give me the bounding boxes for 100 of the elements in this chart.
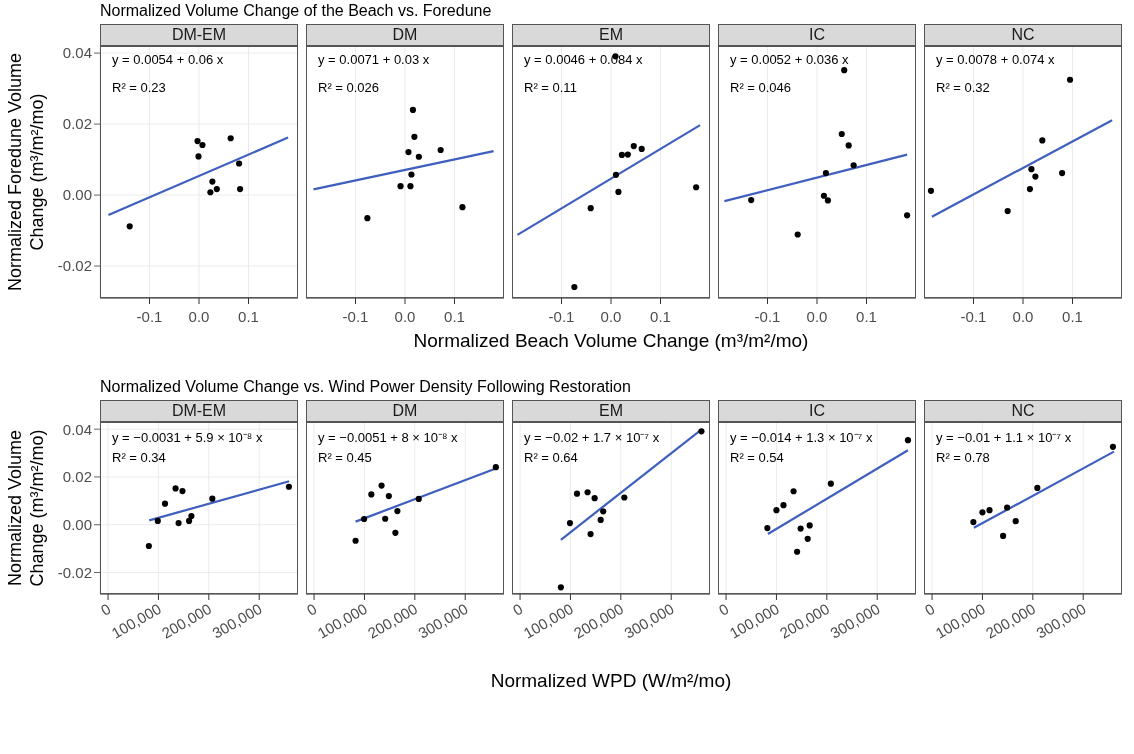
point: [600, 508, 607, 515]
point: [1004, 207, 1011, 215]
point: [1032, 173, 1039, 180]
point: [927, 187, 935, 194]
x-axis-title: Normalized Beach Volume Change (m³/m²/mo): [412, 330, 810, 352]
y-tick-label: 0.04: [62, 44, 92, 62]
chart-title: IC: [718, 400, 916, 422]
point: [352, 537, 359, 544]
point: [361, 515, 368, 523]
point: [188, 513, 195, 520]
annotation: y = 0.0054 + 0.06 x: [112, 52, 224, 67]
x-tick-label: 0.1: [650, 308, 671, 325]
point: [397, 183, 404, 190]
x-tick-label: 0.0: [600, 308, 622, 325]
point: [979, 509, 986, 516]
point: [378, 482, 385, 489]
point: [172, 485, 179, 492]
point: [1066, 76, 1074, 83]
y-tick-label: 0.02: [62, 115, 92, 133]
y-tick-label: -0.02: [57, 563, 92, 581]
point: [841, 67, 848, 74]
point: [790, 488, 797, 495]
annotation: R² = 0.32: [936, 80, 990, 95]
point: [1026, 185, 1034, 193]
annotation: R² = 0.34: [112, 450, 166, 465]
x-tick-label: 0.0: [806, 308, 828, 325]
annotation: R² = 0.64: [524, 450, 578, 465]
point: [597, 516, 604, 524]
point: [408, 171, 415, 178]
point: [573, 490, 581, 497]
chart-title: IC: [718, 24, 916, 46]
point: [1012, 518, 1019, 525]
annotation: y = −0.0051 + 8 × 10⁻⁸ x: [318, 429, 458, 446]
point: [970, 519, 977, 526]
x-tick-label: 0.1: [238, 308, 259, 325]
point: [382, 515, 389, 522]
point: [145, 542, 152, 550]
y-tick-label: 0.04: [62, 420, 92, 438]
point: [1000, 532, 1007, 540]
point: [209, 495, 216, 502]
point: [571, 283, 578, 291]
x-tick-label: 0.0: [394, 308, 416, 325]
point: [194, 138, 201, 145]
point: [850, 162, 857, 169]
x-tick-label: 0.0: [1012, 308, 1034, 325]
x-tick-label: 0: [509, 599, 526, 619]
point: [638, 145, 645, 153]
point: [1039, 137, 1046, 144]
x-axis-title: Normalized WPD (W/m²/mo): [489, 670, 733, 692]
point: [1004, 504, 1011, 511]
point: [175, 519, 182, 527]
chart-title: DM: [306, 400, 504, 422]
point: [820, 192, 828, 199]
point: [764, 524, 771, 532]
annotation: y = −0.014 + 1.3 × 10⁻⁷ x: [730, 429, 873, 446]
annotation: y = −0.01 + 1.1 × 10⁻⁷ x: [936, 429, 1072, 446]
text: Normalized Volume Change vs. Wind Power Density Following Restoration: [100, 378, 631, 396]
point: [459, 204, 466, 211]
point: [213, 185, 220, 193]
point: [405, 149, 412, 156]
chart-title: DM-EM: [100, 24, 298, 46]
point: [437, 146, 444, 154]
point: [797, 525, 804, 532]
annotation: y = 0.0052 + 0.036 x: [730, 52, 849, 67]
point: [1059, 169, 1066, 177]
point: [794, 231, 801, 238]
point: [185, 517, 193, 524]
point: [624, 151, 631, 158]
x-tick-label: 0: [303, 599, 320, 619]
x-tick-label: 0: [97, 599, 114, 619]
chart-title: NC: [924, 400, 1122, 422]
point: [804, 535, 811, 542]
point: [827, 480, 834, 487]
point: [415, 495, 422, 503]
point: [154, 517, 161, 524]
point: [615, 188, 622, 195]
chart-title: EM: [512, 24, 710, 46]
point: [698, 428, 705, 435]
x-tick-label: 0: [921, 599, 938, 619]
annotation: R² = 0.046: [730, 80, 792, 95]
point: [630, 143, 637, 150]
annotation: R² = 0.54: [730, 450, 784, 465]
point: [195, 153, 202, 160]
y-axis-title: Normalized Foredune Volume Change (m³/m²/mo): [4, 51, 48, 294]
annotation: R² = 0.45: [318, 450, 372, 465]
point: [824, 197, 831, 204]
x-tick-label: 0.0: [188, 308, 210, 325]
point: [806, 522, 813, 529]
x-tick-label: 0: [715, 599, 732, 619]
point: [285, 483, 293, 490]
point: [618, 151, 625, 159]
chart-title: DM: [306, 24, 504, 46]
annotation: R² = 0.78: [936, 450, 990, 465]
point: [822, 169, 829, 177]
point: [492, 464, 499, 471]
point: [209, 178, 216, 185]
annotation: R² = 0.11: [524, 80, 577, 95]
point: [838, 130, 845, 138]
point: [237, 185, 244, 193]
point: [1028, 166, 1035, 173]
